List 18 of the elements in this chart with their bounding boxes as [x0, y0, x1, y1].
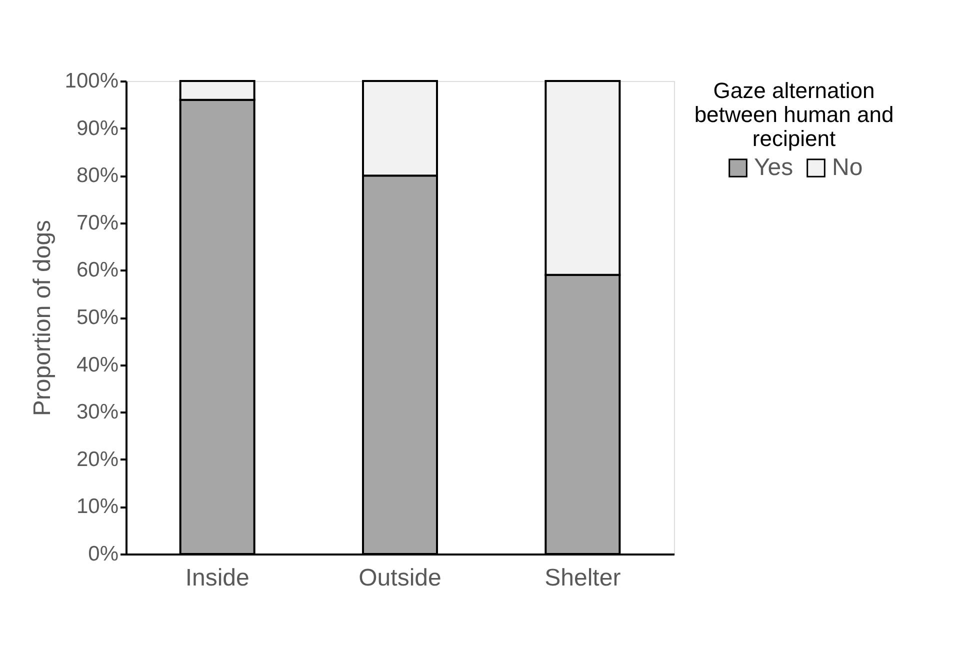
y-tick-label: 100%	[64, 70, 118, 92]
y-axis-title: Proportion of dogs	[28, 220, 56, 416]
y-tick-label: 30%	[76, 400, 118, 424]
x-tick-label: Shelter	[544, 564, 621, 592]
y-tick-label: 10%	[76, 495, 118, 518]
legend-label: Yes	[754, 154, 794, 181]
x-tick-label: Outside	[358, 564, 442, 592]
y-tick-label: 60%	[76, 258, 118, 282]
legend-label: No	[832, 154, 863, 181]
y-tick-label: 0%	[88, 542, 118, 566]
y-tick-label: 90%	[76, 116, 118, 140]
y-tick-label: 40%	[76, 353, 118, 376]
y-tick-label: 50%	[76, 306, 118, 329]
y-tick-label: 20%	[76, 448, 118, 471]
y-tick-label: 80%	[76, 164, 118, 188]
y-tick-label: 70%	[76, 211, 118, 234]
legend-title: Gaze alternation between human and recipient	[694, 78, 894, 151]
x-tick-label: Inside	[185, 564, 250, 592]
